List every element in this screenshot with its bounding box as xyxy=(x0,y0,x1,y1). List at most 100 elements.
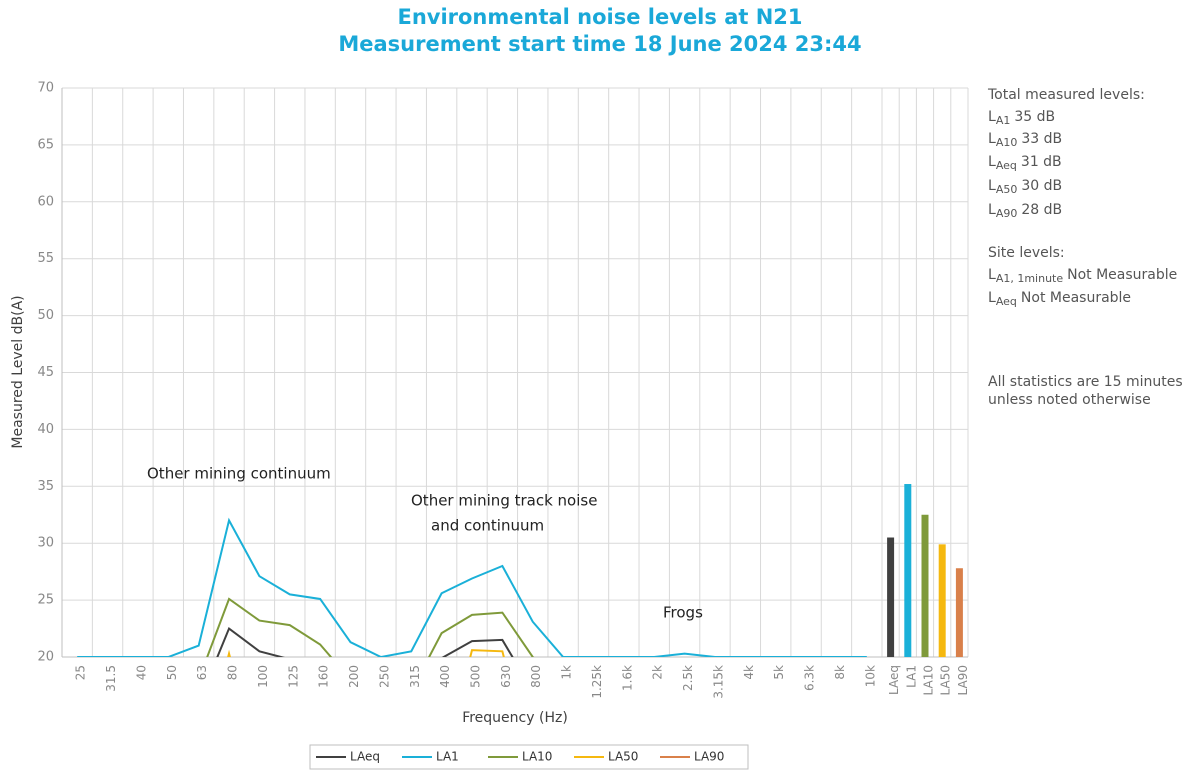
x-tick-label: 630 xyxy=(499,665,513,688)
y-tick-label: 30 xyxy=(37,536,54,551)
y-tick-label: 35 xyxy=(37,479,54,494)
x-tick-label: 10k xyxy=(863,665,877,687)
x-tick-label: 1.25k xyxy=(590,665,604,699)
note-subscript: A90 xyxy=(996,207,1018,220)
line-series xyxy=(469,649,505,657)
note-symbol: L xyxy=(988,178,996,194)
annotation: Other mining continuum xyxy=(147,465,331,483)
y-tick-label: 50 xyxy=(37,308,54,323)
y-tick-label: 45 xyxy=(37,365,54,380)
annotation: Frogs xyxy=(663,604,703,622)
x-axis-title: Frequency (Hz) xyxy=(462,710,568,726)
x-tick-label: 1k xyxy=(560,665,574,680)
note-text: All statistics are 15 minutes xyxy=(988,374,1183,390)
side-note: LAeq Not Measurable xyxy=(988,290,1131,308)
x-tick-label: 4k xyxy=(742,665,756,680)
note-value: 33 dB xyxy=(1021,131,1062,147)
note-value: 28 dB xyxy=(1021,202,1062,218)
line-series xyxy=(441,638,514,657)
x-tick-label: LAeq xyxy=(887,665,901,695)
line-series xyxy=(206,597,333,657)
side-note: LA10 33 dB xyxy=(988,131,1062,149)
x-tick-label: 5k xyxy=(772,665,786,680)
note-text: unless noted otherwise xyxy=(988,392,1151,408)
note-symbol: L xyxy=(988,154,996,170)
x-tick-label: LA1 xyxy=(904,665,918,688)
annotation: and continuum xyxy=(431,517,544,535)
y-tick-label: 55 xyxy=(37,251,54,266)
y-tick-label: 40 xyxy=(37,422,54,437)
note-value: 30 dB xyxy=(1021,178,1062,194)
bar xyxy=(904,484,912,657)
bar xyxy=(938,544,946,657)
x-tick-label: 50 xyxy=(165,665,179,680)
x-tick-label: 80 xyxy=(226,665,240,680)
chart-subtitle: Measurement start time 18 June 2024 23:4… xyxy=(338,32,861,56)
x-tick-label: 200 xyxy=(347,665,361,688)
note-subscript: A10 xyxy=(996,136,1018,149)
x-tick-label: 8k xyxy=(833,665,847,680)
side-note: Site levels: xyxy=(988,245,1065,261)
note-value: Not Measurable xyxy=(1021,290,1131,306)
note-symbol: L xyxy=(988,290,996,306)
x-tick-label: 250 xyxy=(377,665,391,688)
legend-label: LA50 xyxy=(608,750,638,764)
y-tick-label: 70 xyxy=(37,81,54,96)
bar xyxy=(921,514,929,657)
y-tick-label: 25 xyxy=(37,593,54,608)
x-tick-label: 25 xyxy=(74,665,88,680)
lines xyxy=(77,517,867,657)
bar xyxy=(955,568,963,657)
line-series xyxy=(427,611,535,657)
note-subscript: A50 xyxy=(996,183,1018,196)
x-tick-label: 6.3k xyxy=(803,665,817,691)
note-value: 35 dB xyxy=(1014,109,1055,125)
x-tick-label: 3.15k xyxy=(711,665,725,699)
note-symbol: L xyxy=(988,267,996,283)
side-note: LA50 30 dB xyxy=(988,178,1062,196)
x-tick-label: 125 xyxy=(286,665,300,688)
x-tick-label: 2.5k xyxy=(681,665,695,691)
legend-box xyxy=(309,744,749,770)
x-tick-label: 315 xyxy=(408,665,422,688)
x-tick-label: 31.5 xyxy=(104,665,118,692)
line-series xyxy=(77,517,867,657)
legend-label: LAeq xyxy=(350,750,380,764)
legend-label: LA1 xyxy=(436,750,459,764)
x-tick-label: 2k xyxy=(651,665,665,680)
x-tick-label: 500 xyxy=(469,665,483,688)
note-subscript: Aeq xyxy=(996,295,1017,308)
note-symbol: L xyxy=(988,202,996,218)
chart-title: Environmental noise levels at N21 xyxy=(397,5,802,29)
side-note: LA1 35 dB xyxy=(988,109,1055,127)
side-note: All statistics are 15 minutes xyxy=(988,374,1183,390)
x-tick-label: 400 xyxy=(438,665,452,688)
note-subscript: A1 xyxy=(996,114,1011,127)
y-tick-label: 60 xyxy=(37,194,54,209)
annotation: Other mining track noise xyxy=(411,492,597,510)
note-text: Site levels: xyxy=(988,245,1065,261)
x-tick-label: 100 xyxy=(256,665,270,688)
x-tick-label: LA50 xyxy=(939,665,953,695)
y-axis-title: Measured Level dB(A) xyxy=(10,295,26,448)
note-subscript: A1, 1minute xyxy=(996,272,1064,285)
side-note: LA1, 1minute Not Measurable xyxy=(988,267,1177,285)
note-text: Total measured levels: xyxy=(987,87,1145,103)
x-tick-label: 1.6k xyxy=(620,665,634,691)
note-symbol: L xyxy=(988,109,996,125)
legend-label: LA10 xyxy=(522,750,552,764)
x-tick-label: 160 xyxy=(317,665,331,688)
x-tick-label: 63 xyxy=(195,665,209,680)
x-tick-label: 40 xyxy=(134,665,148,680)
y-tick-label: 65 xyxy=(37,137,54,152)
bar xyxy=(887,537,895,657)
line-series xyxy=(227,649,231,657)
line-series xyxy=(216,626,286,657)
note-subscript: Aeq xyxy=(996,159,1017,172)
y-tick-label: 20 xyxy=(37,650,54,665)
side-note: LAeq 31 dB xyxy=(988,154,1062,172)
legend-label: LA90 xyxy=(694,750,724,764)
side-note: Total measured levels: xyxy=(987,87,1145,103)
x-tick-label: LA90 xyxy=(956,665,970,695)
